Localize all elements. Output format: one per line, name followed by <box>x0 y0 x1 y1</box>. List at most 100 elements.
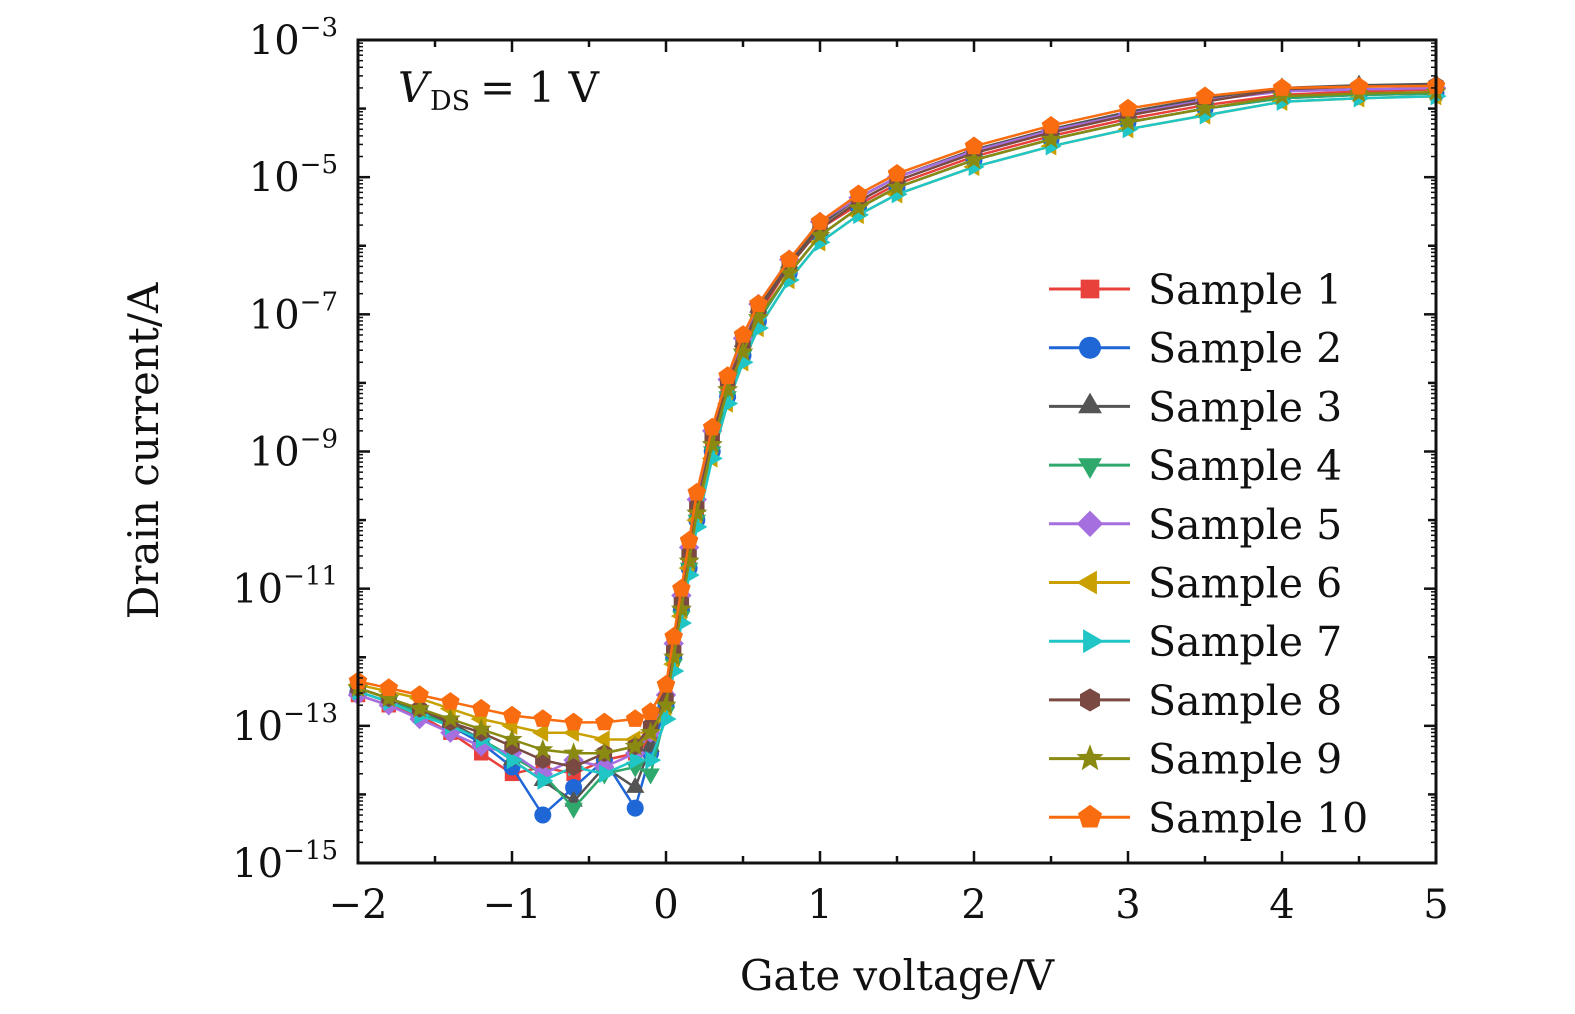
data-point <box>702 417 722 436</box>
data-point <box>747 306 769 327</box>
data-point <box>779 249 799 268</box>
data-point <box>440 722 461 743</box>
legend-marker <box>1076 744 1104 771</box>
y-tick-label: 10−13 <box>232 699 338 750</box>
data-point <box>640 721 662 742</box>
y-tick-label: 10−5 <box>249 150 338 201</box>
y-tick-label: 10−9 <box>249 425 338 476</box>
data-point <box>732 341 754 361</box>
data-point <box>1272 78 1292 96</box>
legend-item: Sample 8 <box>1049 677 1342 725</box>
data-point <box>502 705 522 724</box>
legend-marker <box>1076 570 1097 595</box>
data-point <box>1195 86 1215 105</box>
legend-label: Sample 7 <box>1148 618 1342 666</box>
legend-label: Sample 8 <box>1148 677 1342 725</box>
legend-marker <box>1080 279 1100 299</box>
legend-item: Sample 6 <box>1049 560 1342 608</box>
data-point <box>532 738 554 759</box>
data-point <box>501 728 523 749</box>
data-point <box>537 771 554 790</box>
legend-label: Sample 6 <box>1148 560 1342 608</box>
legend-label: Sample 10 <box>1148 794 1368 842</box>
data-point <box>1040 128 1062 149</box>
data-point <box>1117 111 1139 132</box>
data-point <box>749 294 768 312</box>
data-point <box>849 184 868 203</box>
y-tick-label: 10−15 <box>232 836 338 887</box>
data-point <box>964 136 984 155</box>
data-point <box>663 646 685 667</box>
data-point <box>624 735 646 756</box>
x-tick-label: 4 <box>1269 882 1294 928</box>
data-point <box>565 779 583 797</box>
vds-annotation: V DS = 1 V <box>398 63 600 117</box>
data-point <box>626 776 645 793</box>
data-point <box>564 802 583 819</box>
y-tick-label: 10−7 <box>249 287 338 338</box>
data-point <box>641 768 660 785</box>
legend-label: Sample 3 <box>1148 383 1342 431</box>
data-point <box>471 736 492 757</box>
data-point <box>533 709 553 727</box>
data-point <box>378 687 400 708</box>
x-tick-labels: −2 −1 0 1 2 3 4 5 <box>329 882 1449 928</box>
data-point <box>470 718 492 739</box>
y-tick-label: 10−3 <box>249 13 338 64</box>
data-point <box>410 685 429 703</box>
legend-item: Sample 7 <box>1049 618 1342 666</box>
x-tick-label: 3 <box>1115 882 1140 928</box>
data-point <box>1349 76 1369 95</box>
data-point <box>664 626 683 645</box>
annotation-symbol: V <box>398 63 432 112</box>
x-tick-label: 2 <box>961 882 986 928</box>
data-point <box>1118 98 1138 117</box>
legend-marker <box>1078 804 1102 828</box>
legend-marker <box>1078 392 1102 414</box>
y-axis-title: Drain current/A <box>119 282 168 619</box>
legend-label: Sample 2 <box>1148 325 1342 373</box>
x-tick-label: −2 <box>329 882 388 928</box>
data-point <box>409 697 431 718</box>
data-point <box>718 366 737 384</box>
legend-label: Sample 9 <box>1148 736 1342 784</box>
data-point <box>626 799 644 817</box>
plot-series-layer <box>347 73 1447 824</box>
data-point <box>593 730 610 749</box>
data-point <box>717 378 739 399</box>
axis-ticks <box>356 38 1438 865</box>
data-point <box>441 692 460 710</box>
data-point <box>1194 97 1216 118</box>
data-point <box>848 197 869 217</box>
data-point <box>471 698 491 717</box>
legend-item: Sample 1 <box>1049 266 1342 314</box>
data-point <box>656 674 676 693</box>
legend: Sample 1 Sample 2 Sample 3 Sample 4 Sample 5… <box>1049 266 1368 842</box>
x-tick-label: 1 <box>807 882 832 928</box>
data-point <box>963 149 985 169</box>
data-point <box>599 764 615 783</box>
legend-item: Sample 4 <box>1049 442 1342 490</box>
data-point <box>565 758 582 776</box>
legend-marker <box>1079 336 1101 359</box>
data-point <box>701 433 723 454</box>
data-point <box>660 709 677 729</box>
legend-item: Sample 2 <box>1049 325 1342 373</box>
x-tick-label: −1 <box>483 882 542 928</box>
data-point <box>809 224 831 245</box>
legend-marker <box>1076 510 1104 537</box>
data-point <box>534 806 552 824</box>
legend-marker <box>1083 629 1104 654</box>
data-point <box>810 212 830 230</box>
data-point <box>595 712 614 731</box>
y-tick-labels: 10−3 10−5 10−7 10−9 10−11 10−13 10−15 <box>232 13 338 887</box>
data-point <box>733 325 753 343</box>
data-point <box>625 709 645 727</box>
data-point <box>641 702 660 720</box>
data-point <box>1041 116 1061 134</box>
data-point <box>593 742 615 763</box>
data-point <box>687 482 707 501</box>
x-tick-label: 0 <box>653 882 678 928</box>
data-point <box>686 502 708 523</box>
